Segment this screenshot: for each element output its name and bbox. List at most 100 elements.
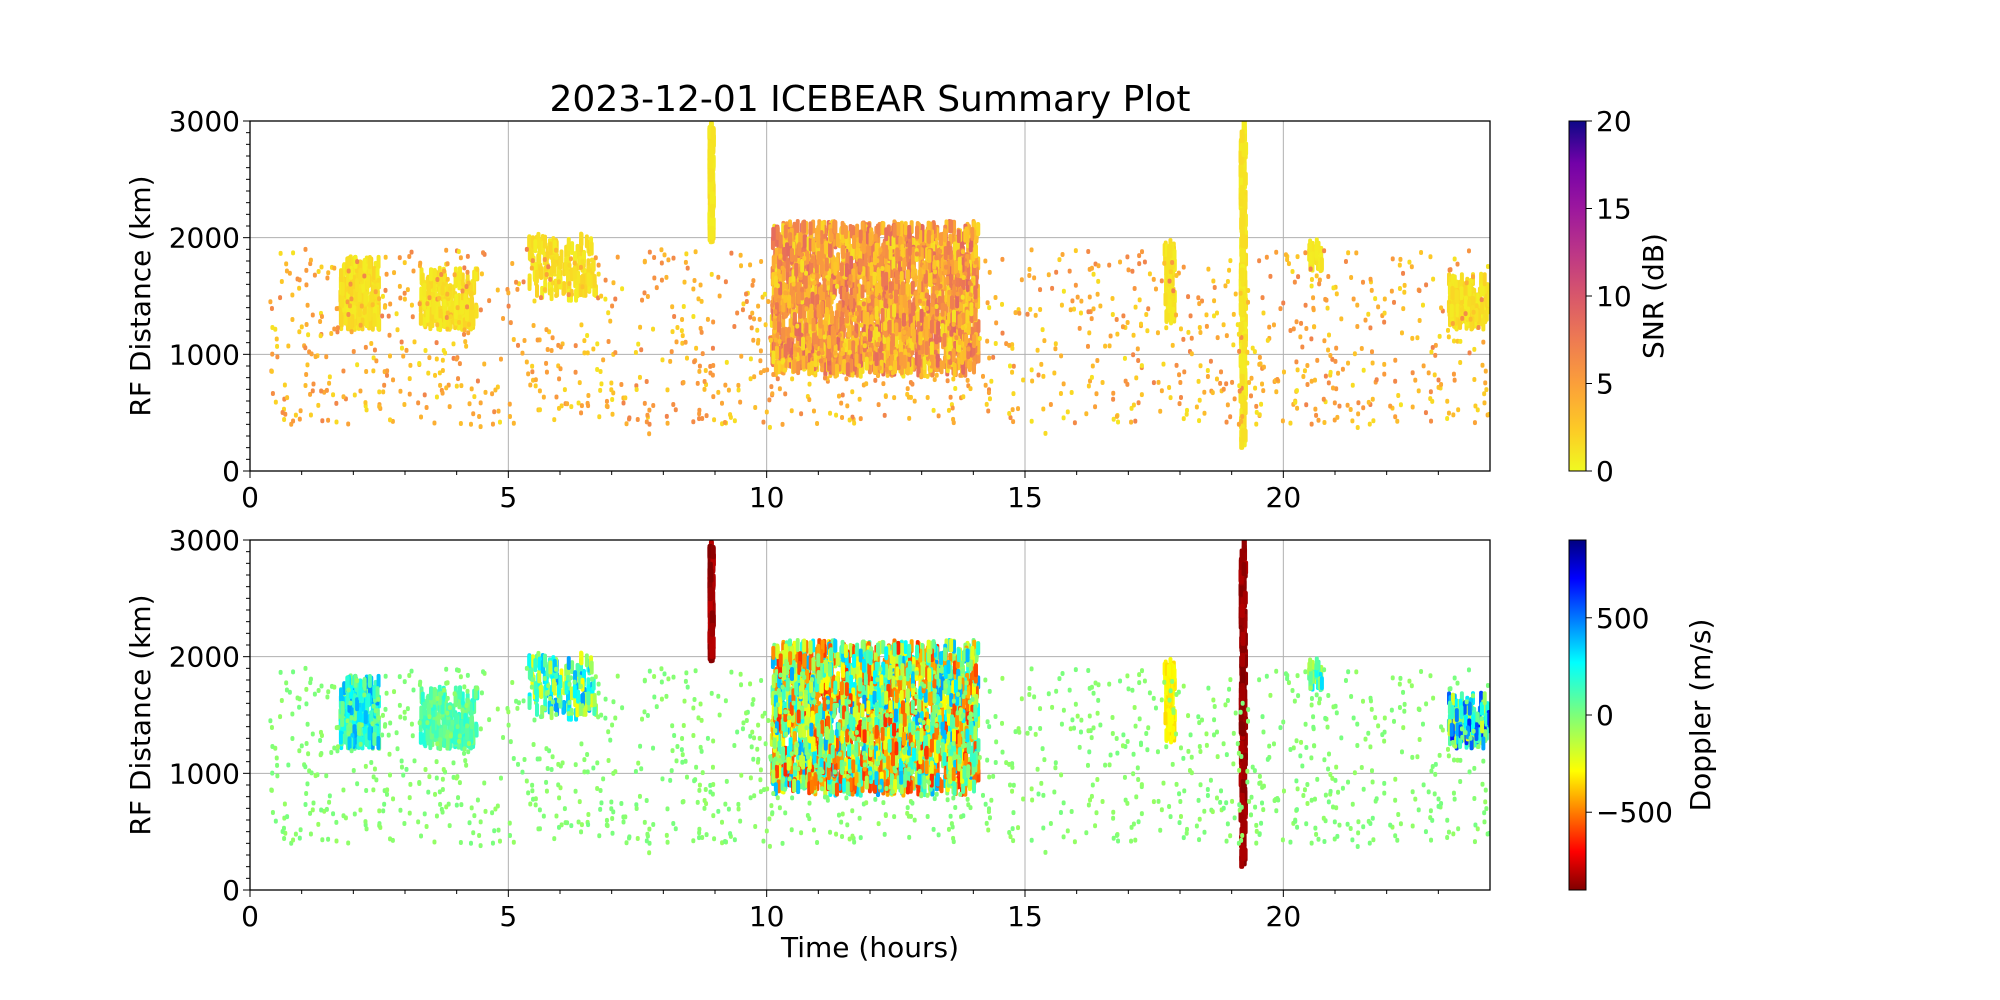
data-point: [401, 353, 406, 359]
data-point: [872, 271, 877, 286]
data-point: [352, 275, 357, 290]
data-point: [496, 408, 501, 414]
data-point: [716, 389, 721, 395]
data-point: [777, 386, 782, 392]
data-point: [957, 340, 962, 346]
data-point: [802, 255, 807, 261]
data-point: [1000, 330, 1005, 336]
data-point: [1462, 281, 1467, 296]
data-point: [1328, 352, 1333, 358]
data-point: [303, 246, 308, 252]
data-point: [682, 279, 687, 285]
data-point: [425, 301, 430, 307]
data-point: [1484, 387, 1489, 393]
data-point: [739, 263, 744, 269]
data-point: [497, 419, 502, 425]
data-point: [1430, 345, 1435, 351]
data-point: [1288, 420, 1293, 426]
data-point: [524, 359, 529, 365]
data-point: [707, 180, 713, 195]
data-point: [845, 403, 850, 409]
data-point: [1170, 260, 1175, 266]
data-point: [478, 400, 483, 406]
data-point: [1038, 287, 1043, 293]
data-point: [902, 293, 907, 308]
data-point: [1482, 272, 1487, 287]
data-point: [1280, 418, 1285, 424]
data-point: [327, 380, 332, 386]
data-point: [855, 223, 860, 238]
data-point: [349, 329, 354, 335]
data-point: [537, 237, 542, 252]
data-point: [1349, 275, 1354, 281]
data-point: [857, 305, 862, 320]
data-point: [1065, 409, 1070, 415]
data-point: [818, 314, 823, 329]
data-point: [1466, 248, 1471, 254]
data-point: [1445, 327, 1450, 333]
data-point: [570, 241, 575, 256]
data-point: [1429, 418, 1434, 424]
data-point: [850, 389, 855, 395]
data-point: [829, 278, 834, 293]
data-point: [833, 219, 838, 234]
data-point: [895, 247, 900, 262]
data-point: [528, 382, 533, 388]
data-point: [651, 403, 656, 409]
chart-title: 2023-12-01 ICEBEAR Summary Plot: [550, 79, 1191, 120]
data-point: [1115, 331, 1120, 337]
data-point: [355, 697, 360, 712]
data-point: [585, 350, 590, 356]
data-point: [1415, 335, 1420, 341]
data-point: [802, 234, 807, 249]
data-point: [1417, 288, 1422, 294]
data-point: [774, 345, 779, 360]
data-point: [1131, 332, 1136, 338]
data-point: [786, 296, 791, 302]
data-point: [1246, 288, 1251, 294]
data-point: [554, 394, 559, 400]
data-point: [1314, 237, 1319, 252]
data-point: [881, 242, 886, 257]
data-point: [1126, 267, 1131, 273]
data-point: [644, 379, 649, 385]
data-point: [965, 377, 970, 383]
data-point: [334, 400, 339, 406]
data-point: [1233, 291, 1238, 297]
data-point: [355, 278, 360, 293]
data-point: [313, 354, 318, 360]
data-point: [597, 414, 602, 420]
data-point: [434, 340, 439, 346]
data-point: [1059, 353, 1064, 359]
data-point: [1313, 406, 1318, 412]
data-point: [1302, 368, 1307, 374]
data-point: [709, 225, 715, 240]
data-point: [374, 358, 379, 364]
data-point: [664, 274, 669, 280]
data-point: [285, 395, 290, 401]
data-point: [477, 414, 482, 420]
data-point: [1094, 391, 1099, 397]
data-point: [434, 356, 439, 362]
data-point: [768, 337, 773, 343]
data-point: [471, 411, 476, 417]
data-point: [1325, 305, 1330, 311]
data-point: [1449, 303, 1454, 318]
data-point: [749, 325, 754, 331]
data-point: [1010, 407, 1015, 413]
data-point: [636, 341, 641, 347]
data-point: [1471, 309, 1476, 315]
data-point: [1459, 307, 1464, 313]
data-point: [842, 358, 847, 373]
data-point: [457, 314, 462, 320]
data-point: [1050, 285, 1055, 291]
data-point: [1164, 325, 1169, 331]
data-point: [615, 254, 620, 260]
data-point: [659, 277, 664, 283]
data-point: [1369, 287, 1374, 293]
data-point: [422, 282, 427, 297]
data-point: [840, 392, 845, 398]
data-point: [691, 419, 696, 425]
data-point: [1054, 269, 1059, 275]
data-point: [376, 254, 381, 269]
